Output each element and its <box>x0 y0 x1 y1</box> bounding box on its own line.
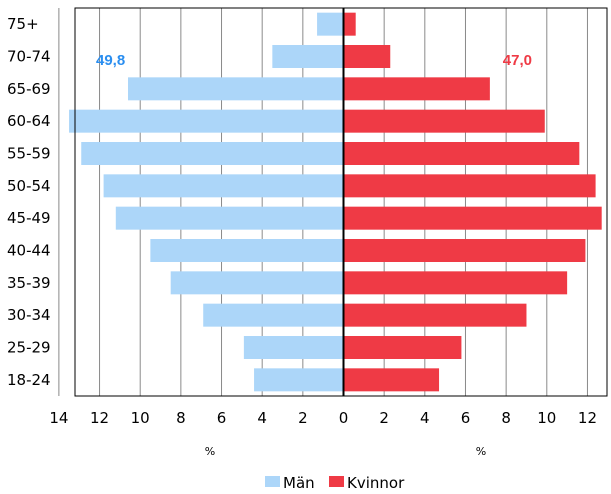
legend-label-women: Kvinnor <box>347 474 405 492</box>
women-total-annotation: 47,0 <box>503 52 532 69</box>
x-tick-label: 2 <box>298 409 308 427</box>
x-tick-label: 2 <box>379 409 389 427</box>
x-tick-label: 6 <box>461 409 471 427</box>
bar-women-70-74 <box>343 45 391 68</box>
x-tick-label: 10 <box>537 409 556 427</box>
bar-women-18-24 <box>343 368 440 392</box>
bar-women-30-34 <box>343 303 527 327</box>
category-label: 45-49 <box>7 209 51 227</box>
legend-swatch-men <box>265 476 280 487</box>
x-unit-right: % <box>476 445 486 458</box>
bar-women-50-54 <box>343 174 596 198</box>
category-label: 50-54 <box>7 177 51 195</box>
bars <box>69 12 602 392</box>
bar-women-35-39 <box>343 271 568 295</box>
x-tick-label: 10 <box>131 409 150 427</box>
bar-men-50-54 <box>103 174 344 198</box>
men-total-annotation: 49,8 <box>96 52 125 69</box>
category-label: 30-34 <box>7 306 51 324</box>
bar-men-65-69 <box>128 77 344 101</box>
category-label: 75+ <box>7 15 39 33</box>
category-label: 60-64 <box>7 112 51 130</box>
category-label: 70-74 <box>7 48 51 66</box>
category-label: 25-29 <box>7 339 51 357</box>
x-tick-label: 12 <box>90 409 109 427</box>
bar-men-75+ <box>317 12 344 36</box>
bar-women-40-44 <box>343 239 586 262</box>
x-unit-left: % <box>205 445 215 458</box>
x-tick-label: 8 <box>501 409 511 427</box>
bar-men-25-29 <box>243 336 344 359</box>
legend: Män Kvinnor <box>265 474 405 492</box>
category-label: 18-24 <box>7 371 51 389</box>
bar-women-65-69 <box>343 77 490 101</box>
plot-frame <box>74 7 608 397</box>
x-tick-label: 14 <box>49 409 68 427</box>
legend-swatch-women <box>329 476 344 487</box>
bar-women-45-49 <box>343 206 602 230</box>
bar-men-18-24 <box>254 368 344 392</box>
x-tick-labels: 141210864202468101214 <box>49 409 597 427</box>
category-label: 40-44 <box>7 242 51 260</box>
bar-women-75+ <box>343 12 356 36</box>
bar-men-45-49 <box>115 206 344 230</box>
bar-men-35-39 <box>170 271 344 295</box>
category-label: 35-39 <box>7 274 51 292</box>
category-label: 65-69 <box>7 80 51 98</box>
x-tick-label: 0 <box>339 409 349 427</box>
x-tick-label: 12 <box>578 409 597 427</box>
bar-women-55-59 <box>343 142 580 165</box>
x-tick-label: 8 <box>176 409 186 427</box>
category-labels: 75+ 70-74 65-69 60-64 55-59 50-54 45-49 40-44 35… <box>7 15 51 389</box>
x-tick-label: 4 <box>420 409 430 427</box>
bar-men-70-74 <box>272 45 344 68</box>
bar-men-60-64 <box>69 109 344 133</box>
x-tick-label: 4 <box>257 409 267 427</box>
bar-women-25-29 <box>343 336 462 359</box>
grid-lines <box>58 8 588 396</box>
x-tick-label: 6 <box>217 409 227 427</box>
legend-label-men: Män <box>283 474 315 492</box>
category-label: 55-59 <box>7 145 51 163</box>
bar-men-30-34 <box>203 303 344 327</box>
bar-men-40-44 <box>150 239 344 262</box>
bar-men-55-59 <box>81 142 344 165</box>
bar-women-60-64 <box>343 109 545 133</box>
